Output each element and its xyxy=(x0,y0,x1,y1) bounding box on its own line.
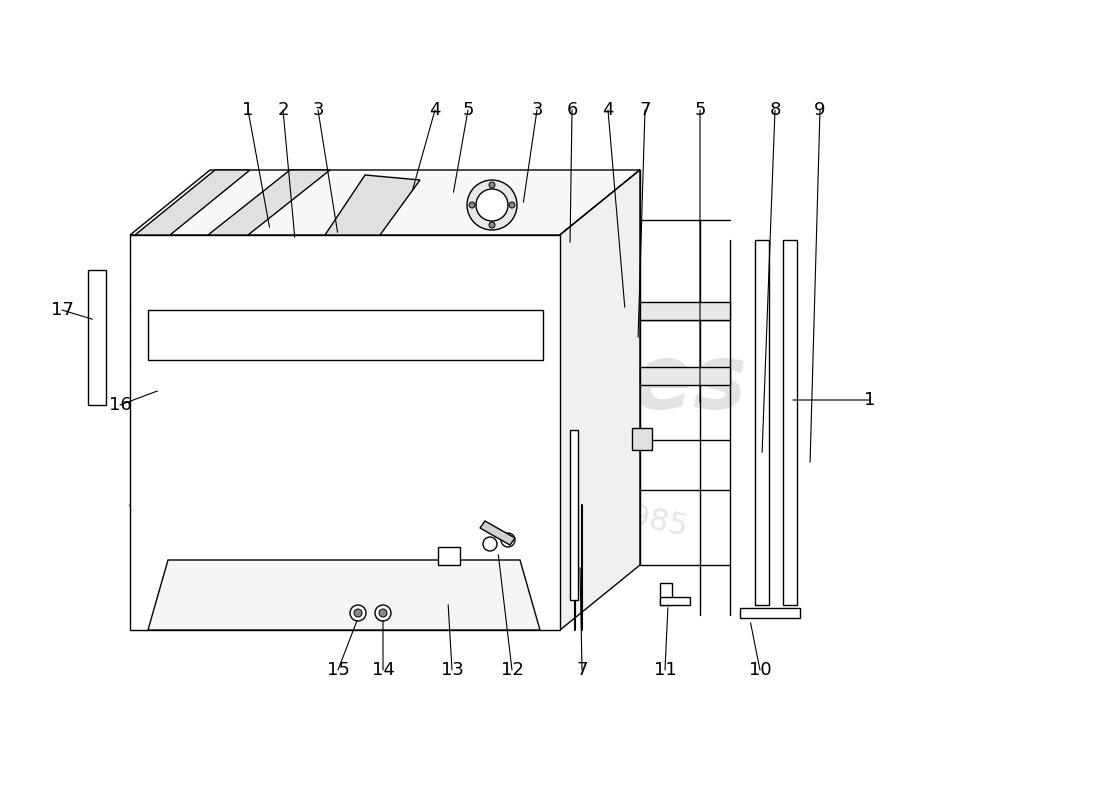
Bar xyxy=(640,367,730,385)
Text: eurospares: eurospares xyxy=(177,340,747,428)
Text: 14: 14 xyxy=(372,661,395,679)
Circle shape xyxy=(379,609,387,617)
Text: a passion for parts since 1985: a passion for parts since 1985 xyxy=(233,418,691,542)
Text: 13: 13 xyxy=(441,661,463,679)
Bar xyxy=(570,430,578,600)
Circle shape xyxy=(509,202,515,208)
Bar xyxy=(660,583,672,605)
Text: 16: 16 xyxy=(109,396,131,414)
Polygon shape xyxy=(560,170,640,565)
Text: 4: 4 xyxy=(603,101,614,119)
Text: 4: 4 xyxy=(429,101,441,119)
Bar xyxy=(660,597,690,605)
Polygon shape xyxy=(130,235,560,630)
Text: 1: 1 xyxy=(242,101,254,119)
Circle shape xyxy=(350,605,366,621)
Circle shape xyxy=(375,605,390,621)
Polygon shape xyxy=(208,170,330,235)
Text: 1: 1 xyxy=(865,391,876,409)
Text: 2: 2 xyxy=(277,101,288,119)
Bar xyxy=(438,547,460,565)
Polygon shape xyxy=(135,170,250,235)
Polygon shape xyxy=(148,560,540,630)
Bar xyxy=(740,608,800,618)
Text: 7: 7 xyxy=(576,661,587,679)
Polygon shape xyxy=(560,170,640,630)
Text: 17: 17 xyxy=(51,301,74,319)
Text: 15: 15 xyxy=(327,661,350,679)
Polygon shape xyxy=(560,170,640,565)
Circle shape xyxy=(500,533,515,547)
Bar xyxy=(148,310,543,360)
Polygon shape xyxy=(560,170,640,565)
Circle shape xyxy=(354,609,362,617)
Circle shape xyxy=(490,222,495,228)
Text: 8: 8 xyxy=(769,101,781,119)
Polygon shape xyxy=(324,175,420,235)
Bar xyxy=(632,428,652,450)
Circle shape xyxy=(490,182,495,188)
Text: 7: 7 xyxy=(639,101,651,119)
Text: 5: 5 xyxy=(694,101,706,119)
Text: 3: 3 xyxy=(312,101,323,119)
Circle shape xyxy=(476,189,508,221)
Text: 10: 10 xyxy=(749,661,771,679)
Bar xyxy=(783,240,798,605)
Bar xyxy=(755,240,769,605)
Circle shape xyxy=(468,180,517,230)
Text: 5: 5 xyxy=(462,101,474,119)
Bar xyxy=(640,302,730,320)
Text: 11: 11 xyxy=(653,661,676,679)
Text: 6: 6 xyxy=(566,101,578,119)
Polygon shape xyxy=(480,521,515,545)
Polygon shape xyxy=(130,170,640,235)
Bar xyxy=(88,270,106,405)
Text: 12: 12 xyxy=(500,661,524,679)
Text: 9: 9 xyxy=(814,101,826,119)
Circle shape xyxy=(483,537,497,551)
Circle shape xyxy=(469,202,475,208)
Text: 3: 3 xyxy=(531,101,542,119)
